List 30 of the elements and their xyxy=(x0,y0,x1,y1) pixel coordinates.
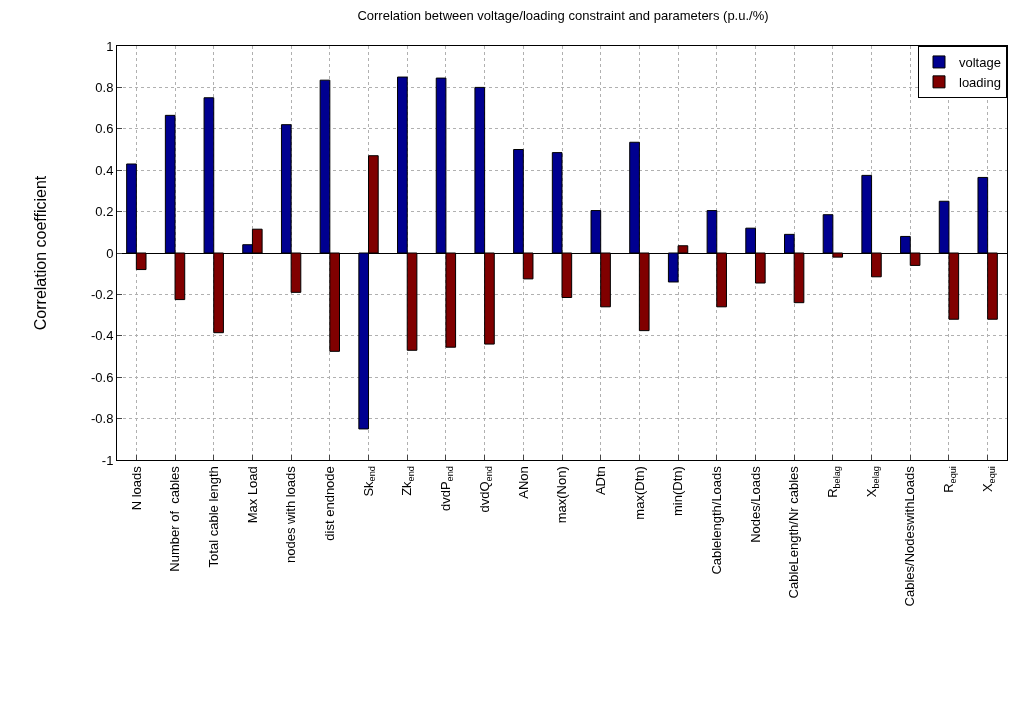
y-tick-label: -0.8 xyxy=(90,411,114,427)
y-tick-label: -0.4 xyxy=(90,328,114,344)
y-tick-label: 0.4 xyxy=(95,162,114,178)
y-tick-label: -0.6 xyxy=(90,369,114,385)
x-tick-label: ADtn xyxy=(592,466,608,496)
legend-label: loading xyxy=(959,74,1001,90)
x-tick-label: Total cable length xyxy=(205,466,221,568)
y-axis-title: Correlation coefficient xyxy=(31,175,49,331)
x-tick-label: dist endnode xyxy=(322,466,338,541)
y-tick-label: 0 xyxy=(106,245,114,261)
x-tick-label: nodes with loads xyxy=(283,465,299,564)
legend-label: voltage xyxy=(959,55,1001,71)
x-tick-label: CableLength/Nr cables xyxy=(786,465,802,599)
chart-title: Correlation between voltage/loading constraint and parameters (p.u./%) xyxy=(357,7,769,23)
x-tick-label: Nodes/Loads xyxy=(747,465,763,543)
y-tick-label: -0.2 xyxy=(90,286,114,302)
x-tick-label: min(Dtn) xyxy=(670,466,686,517)
x-tick-label: Cablelength/Loads xyxy=(709,465,725,575)
y-tick-label: 0.6 xyxy=(95,121,114,137)
x-tick-label: Number of cables xyxy=(167,465,183,572)
y-tick-label: 1 xyxy=(106,38,114,54)
x-tick-label: Cables/NodeswithLoads xyxy=(902,465,918,607)
x-tick-label: Max Load xyxy=(244,466,260,524)
y-tick-label: -1 xyxy=(101,452,114,468)
x-tick-label: max(Dtn) xyxy=(631,466,647,520)
y-tick-label: 0.2 xyxy=(95,204,114,220)
x-tick-label: ANon xyxy=(515,466,531,499)
x-tick-label: N loads xyxy=(128,465,144,511)
x-tick-label: max(Non) xyxy=(554,466,570,524)
y-tick-label: 0.8 xyxy=(95,79,114,95)
